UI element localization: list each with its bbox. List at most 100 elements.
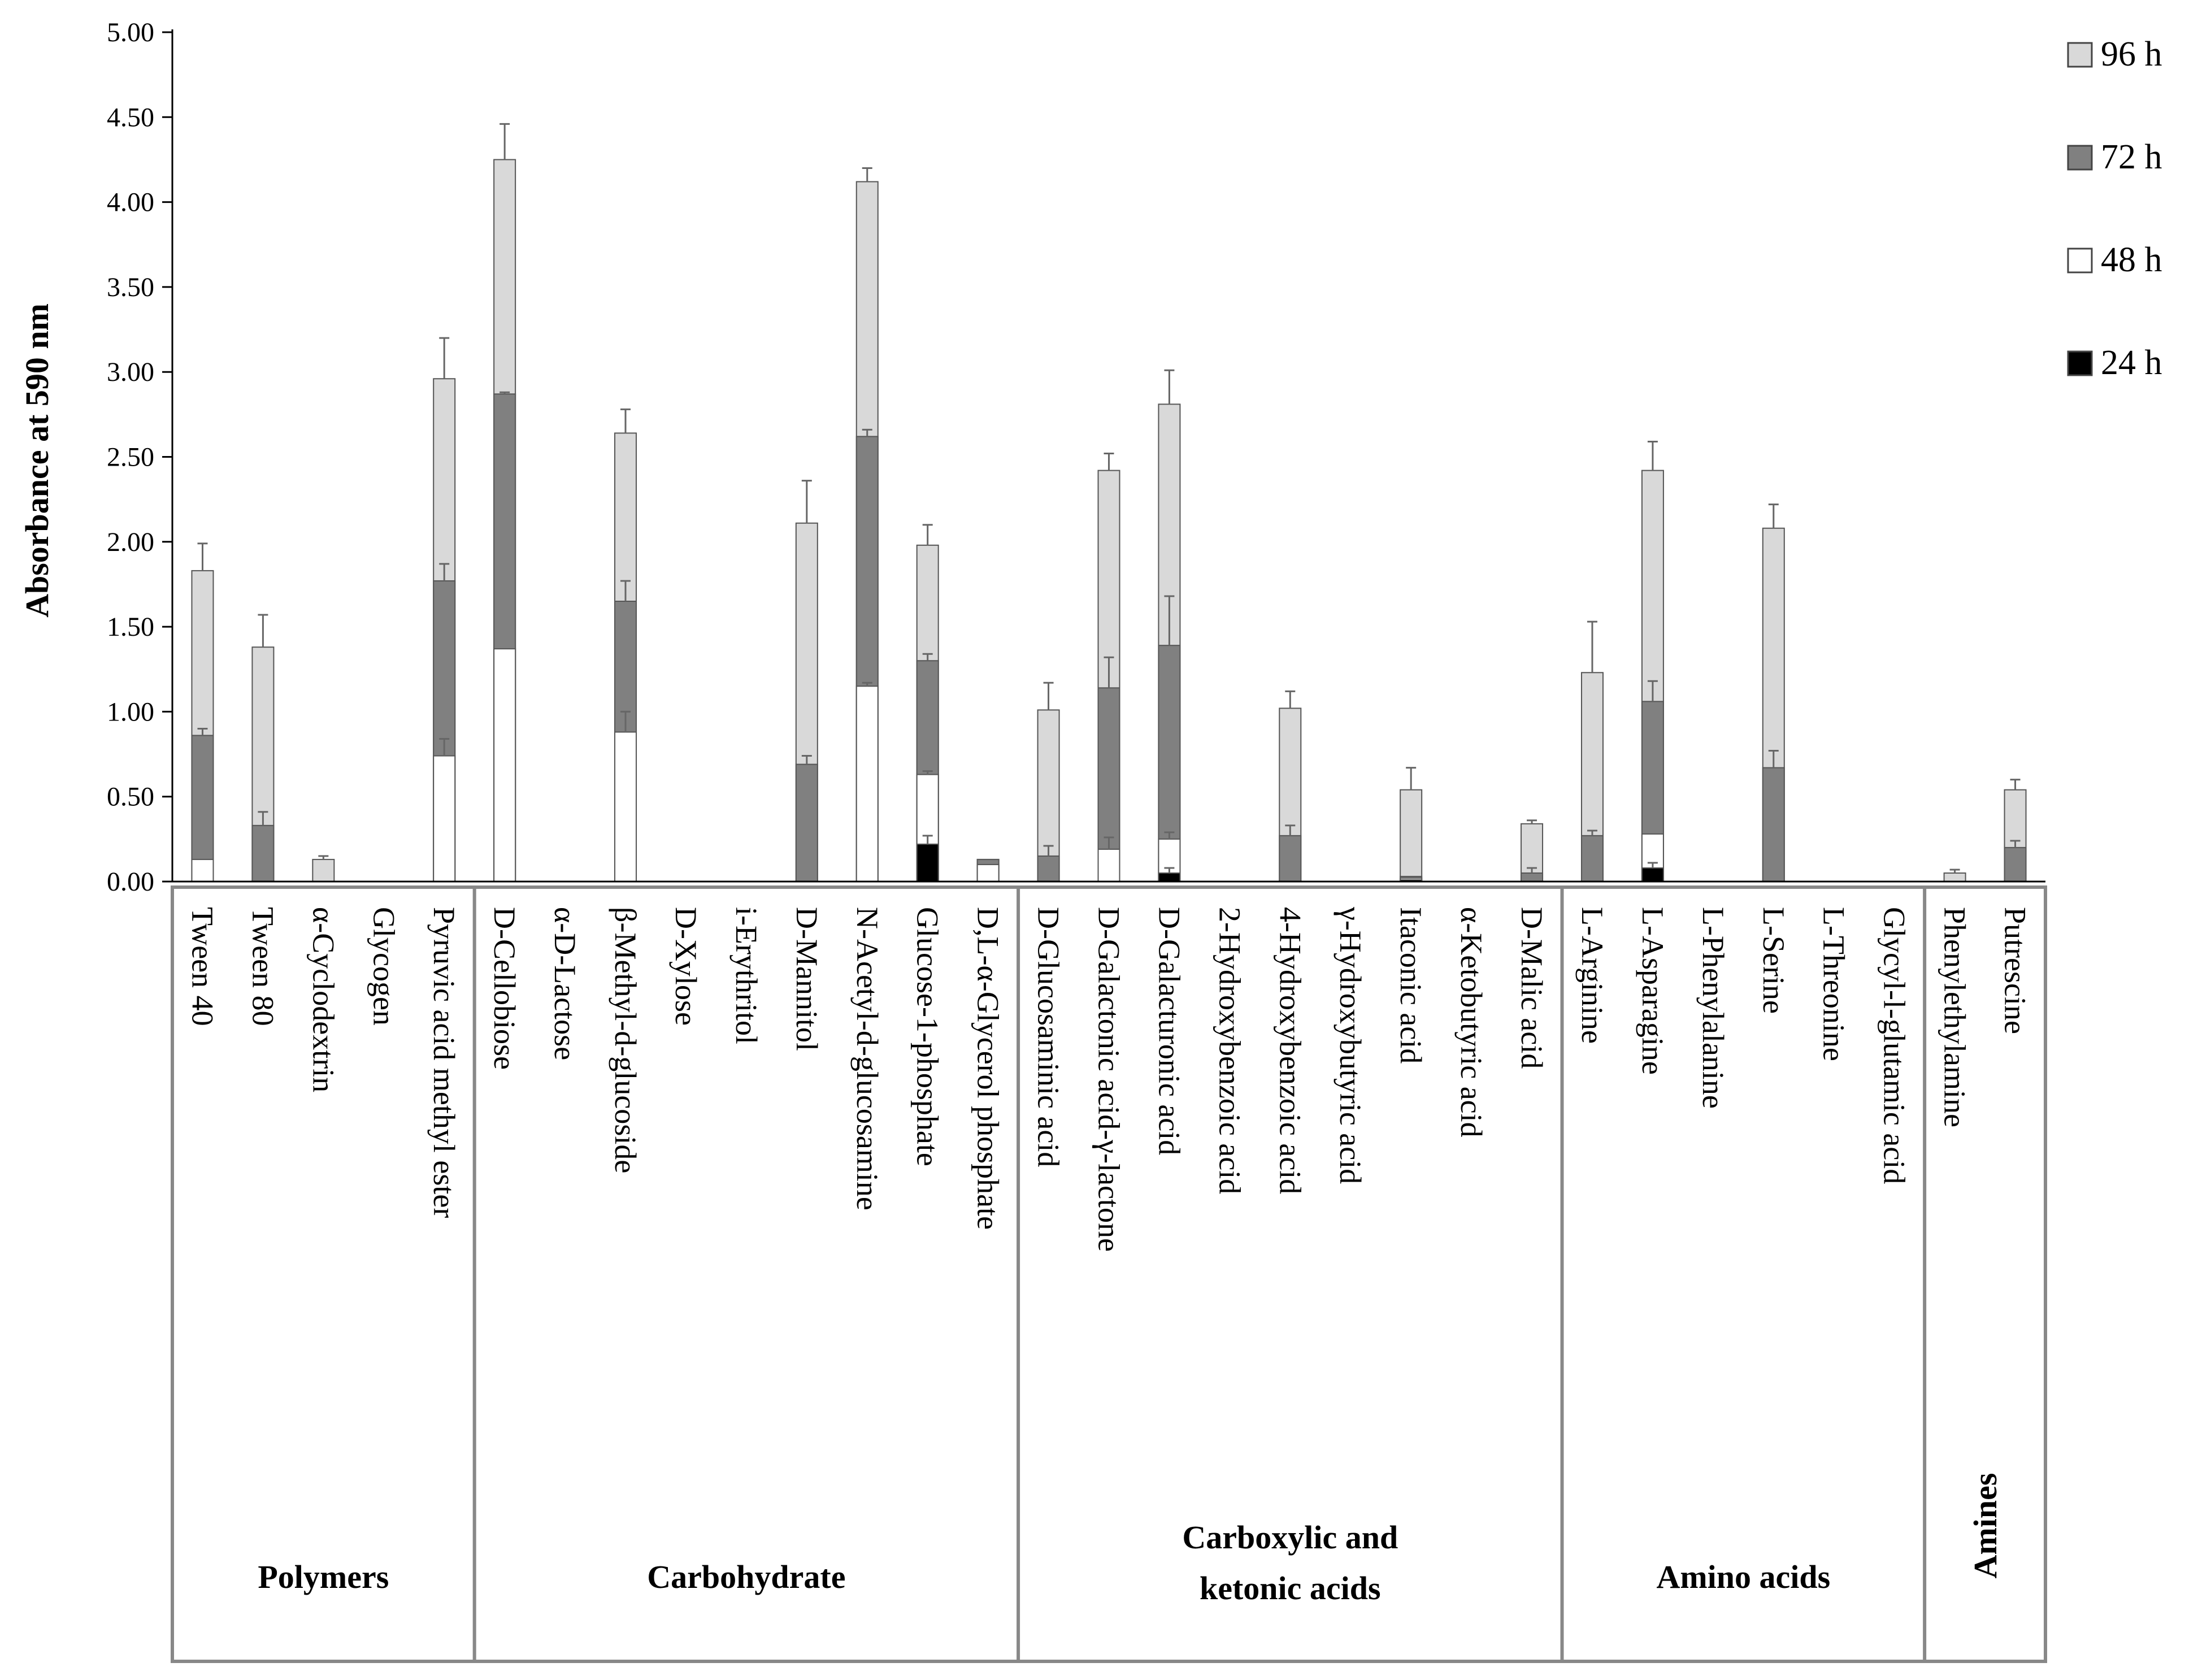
legend-label: 96 h bbox=[2101, 35, 2162, 73]
error-bar-d-malic-acid-96-h bbox=[1527, 819, 1537, 824]
error-bar-l-asparagine-96-h bbox=[1647, 440, 1658, 471]
error-bar-l-arginine-72-h bbox=[1587, 830, 1597, 836]
category-label-l-asparagine: L-Asparagine bbox=[1636, 907, 1670, 1075]
bar-phenylethylamine-96-h bbox=[1943, 872, 1966, 882]
y-tick-label: 2.00 bbox=[107, 527, 154, 557]
error-bar-d-cellobiose-72-h bbox=[499, 391, 510, 394]
category-label-d-galacturonic-acid: D-Galacturonic acid bbox=[1152, 907, 1186, 1155]
legend-swatch bbox=[2067, 145, 2093, 171]
y-tick-label: 2.50 bbox=[107, 442, 154, 472]
category-label-ketobutyric-acid: α-Ketobutyric acid bbox=[1454, 907, 1488, 1138]
error-bar-tween-80-72-h bbox=[258, 811, 268, 826]
error-bar-4-hydroxybenzoic-acid-96-h bbox=[1285, 690, 1296, 709]
error-bar-d-glucosaminic-acid-72-h bbox=[1043, 845, 1054, 856]
category-label-pyruvic-acid-methyl-ester: Pyruvic acid methyl ester bbox=[427, 907, 461, 1218]
bar-tween-40-48-h bbox=[191, 858, 214, 882]
y-tick-label: 3.00 bbox=[107, 357, 154, 387]
y-ticks: 0.00 0.50 1.00 1.50 2.00 2.50 3.00 3.50 4.00 4.50… bbox=[107, 18, 172, 897]
bars bbox=[191, 123, 2027, 883]
error-bar-pyruvic-acid-methyl-ester-48-h bbox=[439, 737, 450, 756]
bar-d-galacturonic-acid-24-h bbox=[1158, 872, 1181, 882]
legend-item-48-h: 48 h bbox=[2067, 241, 2162, 279]
bar-d-mannitol-72-h bbox=[795, 763, 818, 883]
error-bar-d-malic-acid-72-h bbox=[1527, 867, 1537, 873]
category-label-d-galactonic-acid-lactone: D-Galactonic acid-γ-lactone bbox=[1092, 907, 1126, 1252]
y-tick-label: 1.00 bbox=[107, 697, 154, 727]
category-table: Polymers Carbohydrate Carboxylic and ketoni… bbox=[171, 885, 2047, 1663]
error-bar-d-mannitol-72-h bbox=[801, 755, 812, 765]
category-label-2-hydroxybenzoic-acid: 2-Hydroxybenzoic acid bbox=[1213, 907, 1246, 1194]
error-bar-tween-80-96-h bbox=[258, 614, 268, 648]
y-tick-label: 1.50 bbox=[107, 612, 154, 642]
category-label-d-l-glycerol-phosphate: D,L-α-Glycerol phosphate bbox=[971, 907, 1005, 1230]
group-label-polymers: Polymers bbox=[258, 1559, 389, 1595]
axes bbox=[171, 29, 2045, 883]
legend-swatch bbox=[2067, 42, 2093, 68]
bar-glucose-1-phosphate-24-h bbox=[916, 843, 939, 883]
category-label-glycyl-l-glutamic-acid: Glycyl-l-glutamic acid bbox=[1878, 907, 1912, 1184]
category-label-l-arginine: L-Arginine bbox=[1575, 907, 1609, 1044]
category-label-d-glucosaminic-acid: D-Glucosaminic acid bbox=[1032, 907, 1066, 1167]
category-label-l-threonine: L-Threonine bbox=[1817, 907, 1851, 1061]
error-bar-d-galacturonic-acid-24-h bbox=[1164, 867, 1175, 873]
category-label-d-lactose: α-D-Lactose bbox=[548, 907, 582, 1060]
error-bar-l-serine-96-h bbox=[1768, 503, 1779, 528]
error-bar-tween-40-72-h bbox=[197, 727, 208, 736]
error-bar-4-hydroxybenzoic-acid-72-h bbox=[1285, 824, 1296, 836]
error-bar-d-galacturonic-acid-48-h bbox=[1164, 831, 1175, 839]
error-bar-n-acetyl-d-glucosamine-72-h bbox=[862, 428, 872, 437]
category-label-glucose-1-phosphate: Glucose-1-phosphate bbox=[911, 907, 945, 1166]
error-bar-glucose-1-phosphate-48-h bbox=[922, 770, 933, 775]
error-bar-glucose-1-phosphate-72-h bbox=[922, 653, 933, 661]
category-label-itaconic-acid: Itaconic acid bbox=[1394, 907, 1428, 1063]
bar-methyl-d-glucoside-48-h bbox=[614, 731, 637, 883]
error-bar-n-acetyl-d-glucosamine-48-h bbox=[862, 681, 872, 687]
error-bar-l-asparagine-24-h bbox=[1647, 862, 1658, 868]
bar-pyruvic-acid-methyl-ester-48-h bbox=[433, 755, 456, 883]
bar-n-acetyl-d-glucosamine-48-h bbox=[855, 685, 879, 883]
group-label-amines: Amines bbox=[1967, 1473, 2004, 1579]
category-label-l-serine: L-Serine bbox=[1757, 907, 1791, 1014]
bar-d-cellobiose-48-h bbox=[493, 648, 516, 882]
legend-label: 72 h bbox=[2101, 138, 2162, 176]
category-label-l-phenylalanine: L-Phenylalanine bbox=[1696, 907, 1730, 1109]
error-bar-d-glucosaminic-acid-96-h bbox=[1043, 681, 1054, 710]
error-bar-l-asparagine-72-h bbox=[1647, 680, 1658, 702]
bar-d-malic-acid-72-h bbox=[1521, 872, 1544, 882]
legend-label: 24 h bbox=[2101, 344, 2162, 382]
plot-area: 0.00 0.50 1.00 1.50 2.00 2.50 3.00 3.50 4.00 4.50… bbox=[107, 18, 2045, 897]
error-bar-d-galactonic-acid-lactone-72-h bbox=[1104, 656, 1114, 688]
error-bar-glucose-1-phosphate-96-h bbox=[922, 524, 933, 545]
bar-tween-80-72-h bbox=[251, 824, 275, 882]
error-bar-glucose-1-phosphate-24-h bbox=[922, 835, 933, 844]
y-tick-label: 0.00 bbox=[107, 867, 154, 897]
legend-item-96-h: 96 h bbox=[2067, 35, 2162, 73]
category-label-glycogen: Glycogen bbox=[367, 907, 401, 1026]
error-bar-d-galacturonic-acid-72-h bbox=[1164, 595, 1175, 646]
category-label-d-xylose: D-Xylose bbox=[669, 907, 703, 1026]
category-label-tween-40: Tween 40 bbox=[185, 907, 219, 1026]
bar-l-serine-72-h bbox=[1762, 767, 1785, 883]
bar-4-hydroxybenzoic-acid-72-h bbox=[1279, 835, 1302, 883]
category-label-d-cellobiose: D-Cellobiose bbox=[488, 907, 522, 1070]
category-label-phenylethylamine: Phenylethylamine bbox=[1938, 907, 1972, 1127]
category-label-i-erythritol: i-Erythritol bbox=[729, 907, 763, 1044]
category-label-d-mannitol: D-Mannitol bbox=[790, 907, 824, 1051]
bar-putrescine-72-h bbox=[2004, 846, 2027, 883]
bar-l-asparagine-24-h bbox=[1641, 867, 1664, 883]
bar-l-arginine-72-h bbox=[1580, 835, 1604, 883]
legend-swatch bbox=[2067, 248, 2093, 274]
error-bar-l-arginine-96-h bbox=[1587, 620, 1597, 673]
y-axis-label: Absorbance at 590 nm bbox=[19, 303, 55, 618]
legend-swatch bbox=[2067, 350, 2093, 376]
bar-d-galactonic-acid-lactone-48-h bbox=[1097, 848, 1120, 882]
bar-cyclodextrin-96-h bbox=[312, 858, 335, 882]
category-label-putrescine: Putrescine bbox=[1999, 907, 2032, 1034]
bar-itaconic-acid-96-h bbox=[1400, 789, 1423, 883]
category-label-n-acetyl-d-glucosamine: N-Acetyl-d-glucosamine bbox=[850, 907, 884, 1210]
error-bar-methyl-d-glucoside-96-h bbox=[620, 408, 631, 433]
error-bar-pyruvic-acid-methyl-ester-72-h bbox=[439, 563, 450, 581]
y-tick-label: 4.50 bbox=[107, 102, 154, 132]
error-bar-d-cellobiose-96-h bbox=[499, 123, 510, 160]
